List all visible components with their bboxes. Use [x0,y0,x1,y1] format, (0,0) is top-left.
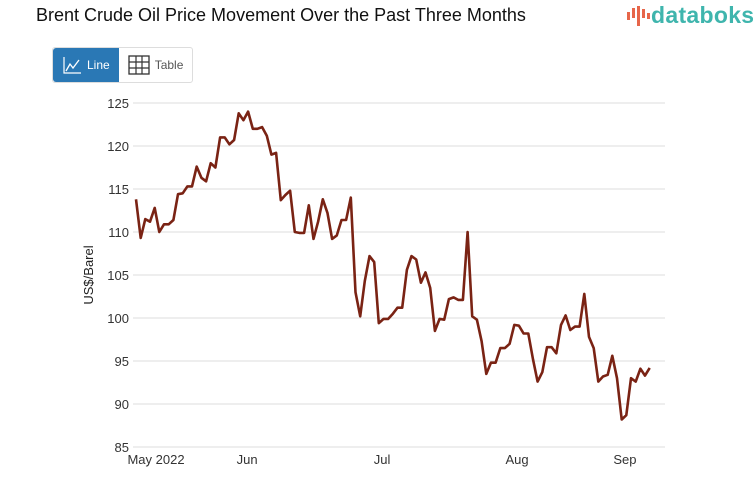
line-label: Line [87,58,110,72]
x-tick-label: Jul [374,452,391,467]
y-tick-label: 95 [115,354,129,369]
y-tick-label: 85 [115,440,129,455]
logo-bars-icon [627,5,650,26]
line-view-button[interactable]: Line [53,48,119,82]
view-toggle: Line Table [52,47,194,83]
y-tick-label: 90 [115,397,129,412]
x-tick-label: Sep [613,452,636,467]
y-tick-label: 125 [107,96,129,111]
x-tick-label: Aug [506,452,529,467]
table-grid-icon [128,55,150,75]
y-tick-label: 110 [108,225,129,240]
databoks-logo[interactable]: databoks [625,2,753,29]
y-tick-label: 115 [108,182,129,197]
y-tick-label: 105 [107,268,129,283]
table-label: Table [154,58,184,72]
table-view-button[interactable]: Table [119,48,193,82]
y-axis-label: US$/Barel [81,245,96,304]
y-tick-label: 120 [107,139,129,154]
line-chart-icon [63,57,81,74]
y-tick-label: 100 [107,311,129,326]
x-tick-label: Jun [237,452,258,467]
x-tick-label: May 2022 [127,452,184,467]
price-line [134,110,651,421]
logo-text: databoks [651,2,753,28]
chart-title: Brent Crude Oil Price Movement Over the … [36,5,526,25]
